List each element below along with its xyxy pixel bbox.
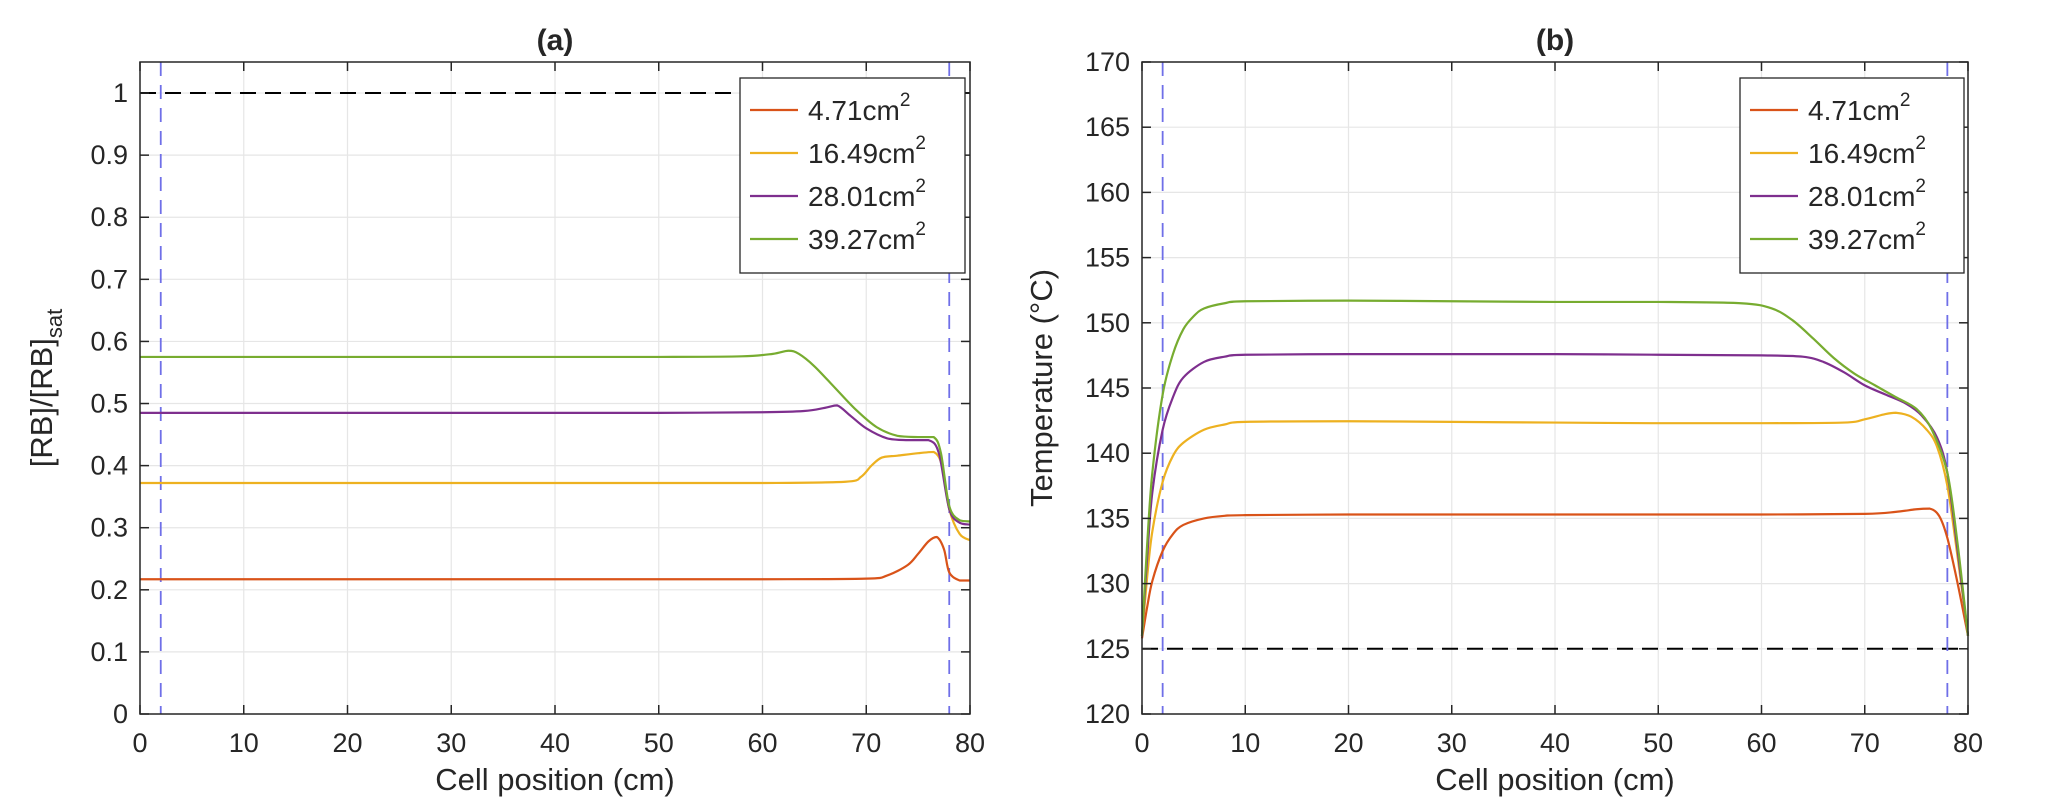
legend-entry-4: 39.27cm2: [808, 219, 926, 255]
legend-entry-superscript: 2: [1900, 90, 1911, 111]
y-tick-label: 135: [1085, 503, 1130, 533]
legend-entry-superscript: 2: [1915, 219, 1926, 240]
y-axis-label-subscript: sat: [42, 309, 67, 338]
legend-entry-4: 39.27cm2: [1808, 219, 1926, 255]
legend-entry-name: 39.27cm: [1808, 224, 1915, 255]
y-tick-label: 0.3: [90, 513, 128, 543]
legend-entry-1: 4.71cm2: [1808, 90, 1910, 126]
x-tick-label: 20: [332, 728, 362, 758]
y-tick-label: 0.7: [90, 264, 128, 294]
grid: [139, 62, 971, 715]
y-tick-label: 0.9: [90, 140, 128, 170]
legend-entry-2: 16.49cm2: [808, 133, 926, 169]
series-line-2: [1140, 411, 1970, 636]
legend-entry-name: 39.27cm: [808, 224, 915, 255]
series-line-1: [1140, 507, 1970, 639]
y-tick-label: 0: [113, 699, 128, 729]
y-tick-label: 0.4: [90, 451, 128, 481]
x-axis-label: Cell position (cm): [1435, 762, 1674, 797]
y-tick-label: 0.6: [90, 326, 128, 356]
chart-panel-a: 0 10 20 30 40 50 60 70 80 0 0.1 0.2 0.3 0.4 0.5 0.6 0.7 0…: [24, 24, 985, 797]
legend-entry-2: 16.49cm2: [1808, 133, 1926, 169]
legend-entry-3: 28.01cm2: [1808, 176, 1926, 212]
y-tick-label: 160: [1085, 177, 1130, 207]
legend-entry-superscript: 2: [915, 176, 926, 197]
x-tick-label: 80: [1953, 728, 1983, 758]
x-tick-label: 50: [1643, 728, 1673, 758]
x-tick-label: 10: [1230, 728, 1260, 758]
y-tick-label: 145: [1085, 373, 1130, 403]
legend-entry-superscript: 2: [900, 90, 911, 111]
x-tick-label: 30: [436, 728, 466, 758]
x-tick-label: 60: [1746, 728, 1776, 758]
x-tick-label: 50: [644, 728, 674, 758]
y-tick-label: 150: [1085, 308, 1130, 338]
y-axis-label: Temperature (°C): [1024, 269, 1059, 507]
y-tick-label: 0.1: [90, 637, 128, 667]
x-tick-label: 40: [540, 728, 570, 758]
y-tick-label: 170: [1085, 47, 1130, 77]
x-axis-label: Cell position (cm): [435, 762, 674, 797]
y-tick-label: 0.5: [90, 389, 128, 419]
y-tick-label: 0.2: [90, 575, 128, 605]
series-line-1: [139, 535, 970, 582]
legend-entry-superscript: 2: [915, 219, 926, 240]
x-tick-label: 70: [1850, 728, 1880, 758]
x-tick-label: 40: [1540, 728, 1570, 758]
chart-title: (b): [1536, 24, 1574, 57]
y-axis-label: [RB]/[RB]sat: [24, 309, 67, 468]
x-tick-label: 20: [1333, 728, 1363, 758]
legend-entry-superscript: 2: [915, 133, 926, 154]
x-tick-label: 0: [1134, 728, 1149, 758]
series-line-4: [140, 349, 971, 523]
legend-entry-name: 4.71cm: [808, 95, 900, 126]
series-line-4: [1140, 299, 1970, 636]
y-axis-label-main: [RB]/[RB]: [24, 338, 59, 467]
y-tick-label: 0.8: [90, 202, 128, 232]
y-tick-label: 165: [1085, 112, 1130, 142]
y-tick-label: 1: [113, 78, 128, 108]
x-tick-label: 10: [229, 728, 259, 758]
legend-entry-name: 16.49cm: [808, 138, 915, 169]
legend-entry-name: 28.01cm: [1808, 181, 1915, 212]
y-tick-label: 155: [1085, 243, 1130, 273]
legend-entry-1: 4.71cm2: [808, 90, 910, 126]
x-tick-label: 70: [851, 728, 881, 758]
y-tick-label: 130: [1085, 569, 1130, 599]
legend-entry-superscript: 2: [1915, 133, 1926, 154]
legend-entry-name: 4.71cm: [1808, 95, 1900, 126]
x-tick-label: 60: [747, 728, 777, 758]
y-tick-label: 120: [1085, 699, 1130, 729]
legend-entry-3: 28.01cm2: [808, 176, 926, 212]
y-tick-label: 125: [1085, 634, 1130, 664]
chart-panel-b: 0 10 20 30 40 50 60 70 80 120 125 130 135 140 145 150 15…: [1024, 24, 1983, 797]
x-tick-label: 0: [132, 728, 147, 758]
legend-entry-superscript: 2: [1915, 176, 1926, 197]
x-tick-label: 80: [955, 728, 985, 758]
chart-title: (a): [537, 24, 574, 57]
legend-entry-name: 16.49cm: [1808, 138, 1915, 169]
x-tick-label: 30: [1437, 728, 1467, 758]
series-line-3: [140, 404, 971, 526]
y-tick-label: 140: [1085, 438, 1130, 468]
legend-entry-name: 28.01cm: [808, 181, 915, 212]
